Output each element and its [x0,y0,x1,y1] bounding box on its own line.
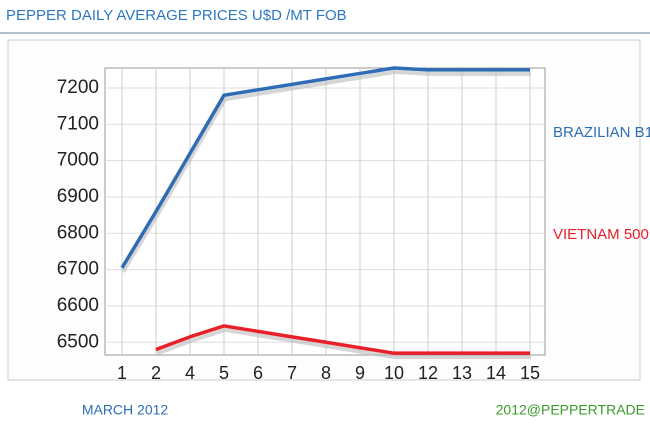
source: 2012@PEPPERTRADE [496,402,645,418]
x-tick-label: 6 [253,363,263,383]
x-tick-label: 13 [452,363,472,383]
x-tick-label: 2 [151,363,161,383]
plot-area [104,67,546,356]
x-tick-label: 8 [321,363,331,383]
y-tick-label: 6500 [57,331,99,352]
y-tick-label: 7100 [57,113,99,134]
x-tick-label: 10 [384,363,404,383]
x-tick-label: 7 [287,363,297,383]
x-axis-label: MARCH 2012 [82,402,169,418]
series-line [120,66,530,269]
series-shadow [156,327,531,360]
y-tick-label: 7200 [57,77,99,98]
y-tick-label: 6800 [57,222,99,243]
y-tick-label: 6900 [57,186,99,207]
series-line [155,324,530,355]
x-tick-label: 5 [219,363,229,383]
y-tick-label: 7000 [57,150,99,171]
legend-label: VIETNAM 500 [553,226,649,243]
y-tick-label: 6700 [57,259,99,280]
x-tick-label: 15 [520,363,540,383]
x-tick-label: 9 [355,363,365,383]
x-tick-label: 4 [185,363,195,383]
x-tick-label: 14 [486,363,506,383]
legend-label: BRAZILIAN B1 [553,124,650,141]
x-tick-label: 12 [418,363,438,383]
series-shadow [121,69,531,273]
y-tick-label: 6600 [57,295,99,316]
chart-title: PEPPER DAILY AVERAGE PRICES U$D /MT FOB [6,7,347,24]
x-tick-label: 1 [117,363,127,383]
